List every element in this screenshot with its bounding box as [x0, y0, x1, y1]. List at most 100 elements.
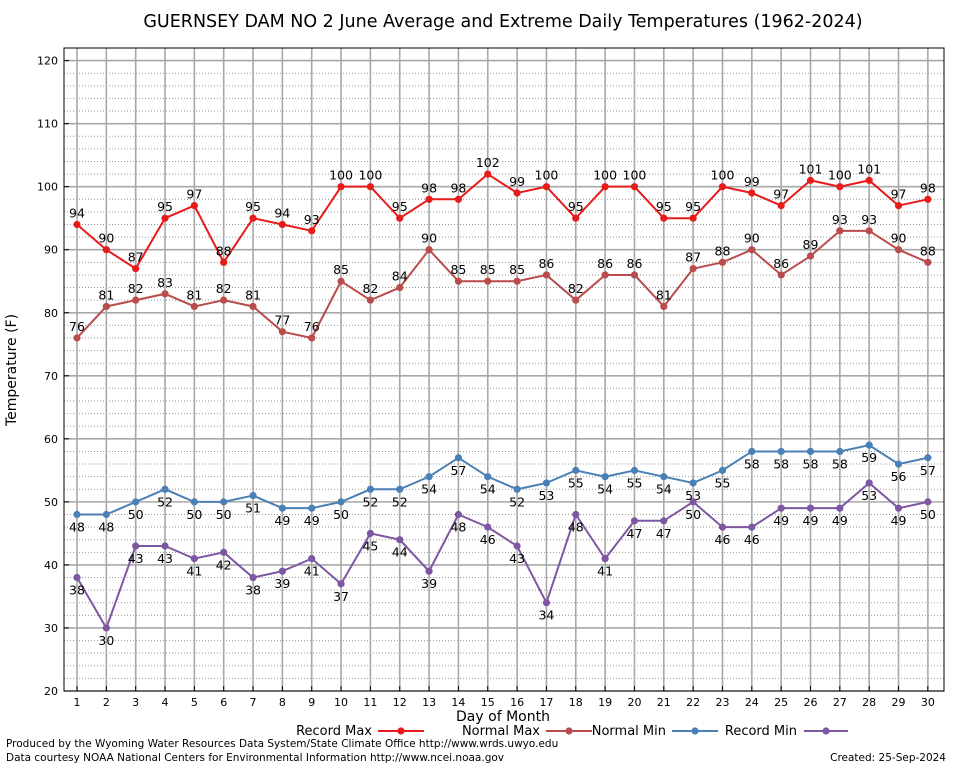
data-point	[337, 183, 345, 191]
data-label: 39	[421, 576, 437, 591]
data-label: 95	[157, 199, 173, 214]
x-tick-label: 28	[862, 696, 876, 709]
data-label: 100	[623, 168, 647, 183]
y-tick-label: 30	[44, 622, 58, 635]
data-label: 49	[304, 513, 320, 528]
x-tick-label: 11	[363, 696, 377, 709]
x-tick-label: 30	[921, 696, 935, 709]
data-point	[806, 252, 815, 260]
data-point	[484, 523, 492, 531]
grid	[64, 48, 944, 692]
data-point	[366, 183, 374, 191]
data-label: 50	[186, 507, 202, 522]
data-point	[454, 195, 463, 203]
data-label: 86	[627, 256, 643, 271]
data-label: 45	[362, 538, 378, 553]
data-point	[396, 485, 404, 493]
data-label: 82	[216, 281, 232, 296]
data-point	[894, 246, 903, 254]
data-label: 58	[832, 456, 848, 471]
legend: Record Max Normal Max Normal Min Record Min	[296, 724, 848, 739]
x-tick-label: 27	[833, 696, 847, 709]
data-label: 98	[920, 180, 936, 195]
data-label: 49	[274, 513, 290, 528]
data-point	[425, 246, 433, 254]
legend-item: Record Min	[725, 724, 848, 739]
data-label: 54	[480, 482, 496, 497]
data-label: 90	[98, 231, 114, 246]
data-point	[366, 529, 374, 538]
data-label: 53	[685, 488, 701, 503]
data-label: 89	[803, 237, 819, 252]
y-tick-label: 120	[37, 55, 58, 68]
data-label: 46	[744, 532, 760, 547]
data-point	[132, 265, 140, 273]
data-label: 87	[685, 250, 701, 265]
data-label: 87	[128, 250, 144, 265]
data-point	[484, 473, 492, 481]
data-label: 50	[920, 507, 936, 522]
data-point	[924, 195, 932, 203]
x-tick-label: 20	[627, 696, 641, 709]
data-point	[102, 302, 110, 311]
data-point	[454, 510, 463, 519]
data-label: 37	[333, 589, 349, 604]
legend-marker	[822, 727, 830, 735]
data-point	[748, 246, 756, 254]
data-label: 55	[568, 475, 584, 490]
x-tick-label: 18	[569, 696, 583, 709]
data-label: 56	[891, 469, 907, 484]
data-point	[689, 498, 697, 506]
data-point	[513, 277, 521, 285]
footer-data-courtesy: Data courtesy NOAA National Centers for …	[6, 752, 505, 764]
data-point	[924, 454, 932, 462]
x-tick-label: 4	[162, 696, 169, 709]
data-point	[748, 523, 756, 531]
x-tick-label: 19	[598, 696, 612, 709]
data-point	[777, 447, 785, 456]
data-point	[894, 460, 903, 468]
data-point	[630, 271, 639, 279]
data-label: 94	[274, 206, 290, 221]
data-point	[161, 485, 169, 493]
data-label: 82	[128, 281, 144, 296]
data-point	[513, 485, 521, 493]
data-point	[220, 548, 228, 556]
data-label: 85	[333, 262, 349, 277]
x-tick-label: 2	[103, 696, 110, 709]
data-label: 52	[392, 494, 408, 509]
data-label: 88	[715, 243, 731, 258]
data-point	[689, 479, 697, 487]
data-point	[278, 567, 286, 575]
data-point	[601, 183, 609, 191]
data-label: 44	[392, 545, 408, 560]
data-point	[924, 258, 932, 266]
data-point	[425, 195, 433, 203]
x-tick-label: 16	[510, 696, 524, 709]
data-point	[190, 498, 198, 506]
data-point	[630, 183, 639, 191]
data-label: 50	[128, 507, 144, 522]
data-label: 83	[157, 275, 173, 290]
data-point	[337, 498, 345, 506]
data-point	[102, 624, 110, 632]
data-point	[366, 485, 374, 493]
data-point	[308, 504, 316, 512]
data-label: 81	[656, 287, 672, 302]
x-tick-label: 1	[74, 696, 81, 709]
data-label: 47	[656, 526, 672, 541]
data-label: 100	[535, 168, 559, 183]
data-point	[748, 189, 756, 197]
series-line	[76, 481, 929, 631]
data-point	[161, 214, 169, 222]
data-point	[190, 201, 198, 210]
series-line	[76, 172, 929, 271]
data-label: 38	[245, 583, 261, 598]
data-label: 54	[597, 482, 613, 497]
data-label: 86	[597, 256, 613, 271]
data-label: 38	[69, 583, 85, 598]
data-label: 88	[920, 243, 936, 258]
data-label: 77	[274, 313, 290, 328]
x-tick-label: 5	[191, 696, 198, 709]
